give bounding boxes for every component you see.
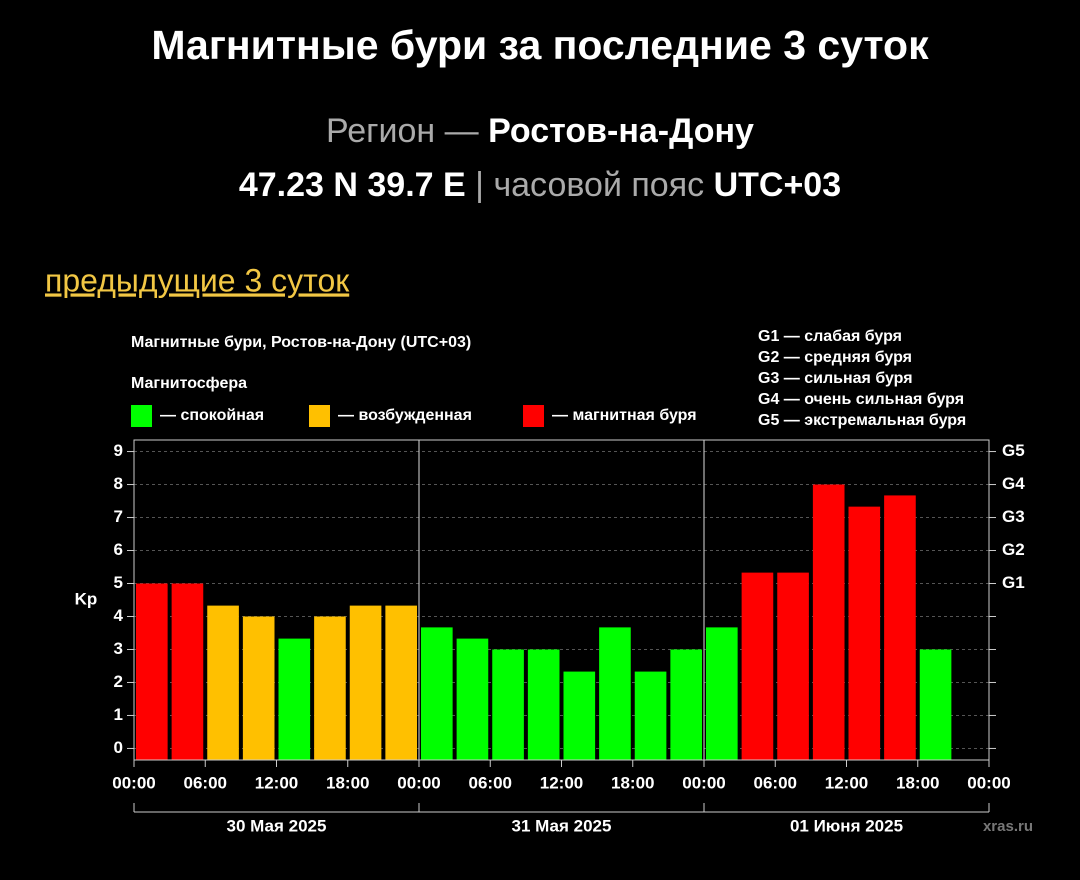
y-tick-label: 4 [114,606,124,625]
region: Ростов-на-Дону [488,112,754,150]
bar [634,671,667,760]
bar [563,671,596,760]
y-tick-label: 1 [114,705,123,724]
coords-line: 47.23 N 39.7 E | часовой пояс UTC+03 [239,166,841,204]
bar [456,638,489,760]
coords: 47.23 N 39.7 E [239,166,466,204]
legend-label: — магнитная буря [552,407,697,424]
y-tick-label: 5 [114,573,123,592]
x-tick-label: 06:00 [469,773,512,792]
prev-link[interactable]: предыдущие 3 суток [45,262,350,298]
bar [314,616,346,760]
legend-label: — спокойная [160,407,264,424]
bar [741,572,774,760]
x-tick-label: 06:00 [184,773,227,792]
y-tick-label: 3 [114,639,123,658]
y-tick-label: 0 [114,738,123,757]
y2-tick-label: G3 [1002,507,1025,526]
y-tick-label: 9 [114,441,123,460]
bar [812,484,845,760]
storm-level: G1 — слабая буря [758,328,902,345]
y-tick-label: 8 [114,474,123,493]
tz: UTC+03 [714,166,842,204]
storm-level: G4 — очень сильная буря [758,391,964,408]
tz-label: часовой пояс [493,166,704,204]
y-tick-label: 6 [114,540,123,559]
bar [492,649,524,760]
day-label: 01 Июня 2025 [790,816,903,835]
region-line: Регион — Ростов-на-Дону [326,112,754,150]
y2-tick-label: G5 [1002,441,1025,460]
x-tick-label: 00:00 [967,773,1010,792]
watermark: xras.ru [983,818,1033,835]
bar [136,583,168,760]
storm-level: G2 — средняя буря [758,349,912,366]
day-label: 31 Мая 2025 [512,816,612,835]
x-tick-label: 18:00 [611,773,654,792]
x-tick-label: 18:00 [896,773,939,792]
bar [207,605,239,760]
y2-tick-label: G2 [1002,540,1025,559]
x-tick-label: 12:00 [825,773,868,792]
legend-swatch [309,405,330,427]
storm-level: G5 — экстремальная буря [758,412,966,429]
x-tick-label: 12:00 [540,773,583,792]
x-tick-label: 06:00 [754,773,797,792]
bar [349,605,382,760]
chart-title: Магнитные бури, Ростов-на-Дону (UTC+03) [131,334,471,351]
separator: | [475,166,484,204]
y2-tick-label: G1 [1002,573,1025,592]
legend-label: — возбужденная [338,407,472,424]
legend-swatch [131,405,152,427]
y-tick-label: 2 [114,672,123,691]
bar [777,572,809,760]
y-tick-label: 7 [114,507,123,526]
bar [706,627,738,760]
legend-swatch [523,405,544,427]
x-tick-label: 00:00 [682,773,725,792]
bar [385,605,417,760]
region-label: Регион — [326,112,479,150]
bar [171,583,204,760]
bar [599,627,631,760]
bar [919,649,952,760]
x-tick-label: 00:00 [112,773,155,792]
bar [884,495,916,760]
bar [848,506,881,760]
bar [242,616,275,760]
x-tick-label: 00:00 [397,773,440,792]
y2-tick-label: G4 [1002,474,1025,493]
x-tick-label: 18:00 [326,773,369,792]
legend-title: Магнитосфера [131,375,247,392]
bar [421,627,453,760]
page-title: Магнитные бури за последние 3 суток [151,22,929,68]
bar [278,638,311,760]
y-axis-label: Kp [75,589,98,608]
day-label: 30 Мая 2025 [227,816,327,835]
x-tick-label: 12:00 [255,773,298,792]
bar [527,649,560,760]
storm-level: G3 — сильная буря [758,370,913,387]
bar [670,649,702,760]
